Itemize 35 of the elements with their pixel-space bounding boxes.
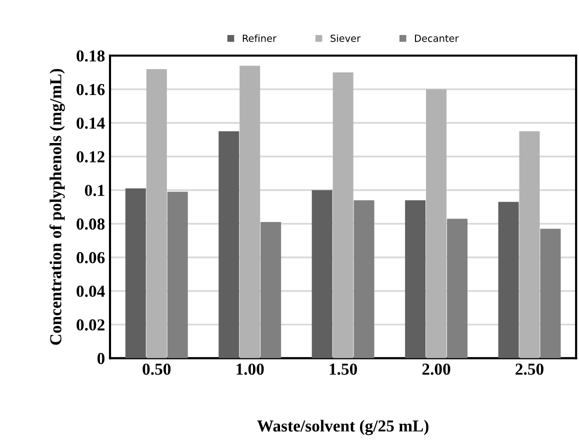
bar — [312, 190, 332, 358]
bar — [332, 72, 354, 358]
bar — [498, 202, 519, 358]
legend-label: Refiner — [242, 34, 276, 42]
x-tick-label: 0.50 — [142, 364, 171, 375]
y-axis-title: Concentration of polyphenols (mg/mL) — [49, 68, 65, 345]
bar — [354, 200, 374, 358]
x-tick-label: 2.50 — [516, 364, 544, 375]
y-tick-label: 0.1 — [84, 184, 104, 196]
y-tick-label: 0.18 — [76, 50, 105, 62]
bar — [240, 66, 260, 358]
x-tick-label: 1.00 — [236, 364, 264, 375]
bar — [125, 188, 146, 358]
x-axis-title: Waste/solvent (g/25 mL) — [257, 420, 428, 436]
y-tick-label: 0.02 — [76, 319, 104, 331]
bar — [167, 192, 188, 358]
x-tick-label: 2.00 — [422, 364, 450, 375]
bar — [405, 200, 426, 358]
bar — [446, 218, 468, 358]
y-tick-label: 0.16 — [76, 84, 105, 96]
y-tick-label: 0.08 — [76, 218, 105, 230]
y-tick-label: 0 — [97, 352, 105, 364]
y-tick-label: 0.12 — [76, 151, 104, 163]
y-tick-label: 0.06 — [76, 252, 105, 264]
bar — [146, 69, 167, 358]
y-tick-label: 0.14 — [76, 118, 105, 129]
bar — [260, 222, 282, 358]
x-tick-label: 1.50 — [330, 364, 358, 375]
legend-label: Decanter — [414, 34, 459, 42]
legend-label: Siever — [330, 34, 361, 42]
bar — [540, 228, 561, 358]
bar — [218, 131, 240, 358]
y-tick-label: 0.04 — [76, 286, 105, 297]
bar — [426, 89, 447, 358]
bar — [519, 131, 540, 358]
